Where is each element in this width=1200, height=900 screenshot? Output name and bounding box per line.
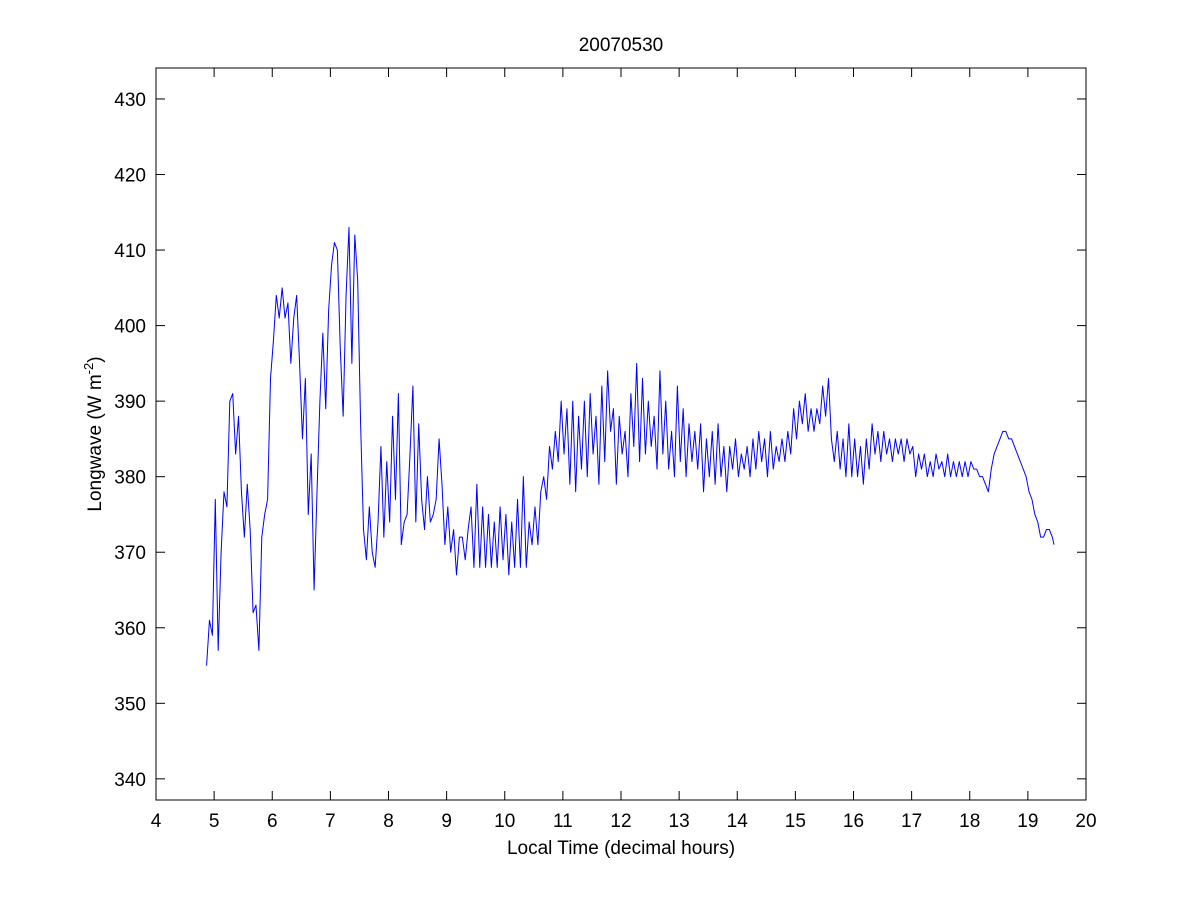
y-tick-label: 380 (114, 468, 146, 489)
x-tick-label: 15 (785, 811, 806, 832)
y-axis-label-text: Longwave (W m (85, 374, 106, 511)
x-axis-label: Local Time (decimal hours) (507, 838, 735, 859)
x-tick-label: 18 (959, 811, 980, 832)
y-tick-label: 340 (114, 770, 146, 791)
y-tick-label: 430 (114, 90, 146, 111)
x-tick-label: 5 (209, 811, 220, 832)
y-tick-label: 360 (114, 619, 146, 640)
y-axis-label-suffix: ) (85, 356, 106, 362)
x-tick-label: 19 (1017, 811, 1038, 832)
x-tick-label: 17 (901, 811, 922, 832)
x-tick-label: 12 (610, 811, 631, 832)
x-tick-label: 7 (325, 811, 336, 832)
x-tick-label: 10 (494, 811, 515, 832)
x-tick-label: 4 (151, 811, 162, 832)
x-tick-label: 16 (843, 811, 864, 832)
chart-title: 20070530 (579, 35, 664, 56)
x-tick-label: 11 (553, 811, 573, 832)
y-tick-label: 370 (114, 543, 146, 564)
data-line (206, 226, 1055, 666)
y-tick-label: 410 (114, 241, 146, 262)
x-tick-label: 20 (1075, 811, 1096, 832)
y-tick-label: 390 (114, 392, 146, 413)
x-tick-label: 6 (267, 811, 278, 832)
x-tick-label: 9 (441, 811, 452, 832)
x-tick-label: 14 (727, 811, 749, 832)
x-tick-label: 13 (669, 811, 690, 832)
x-tick-label: 8 (383, 811, 394, 832)
y-tick-label: 350 (114, 694, 146, 715)
y-tick-label: 400 (114, 317, 146, 338)
y-tick-label: 420 (114, 166, 146, 187)
y-axis-label: Longwave (W m-2) (81, 356, 106, 511)
y-axis-label-exponent: -2 (81, 363, 96, 375)
